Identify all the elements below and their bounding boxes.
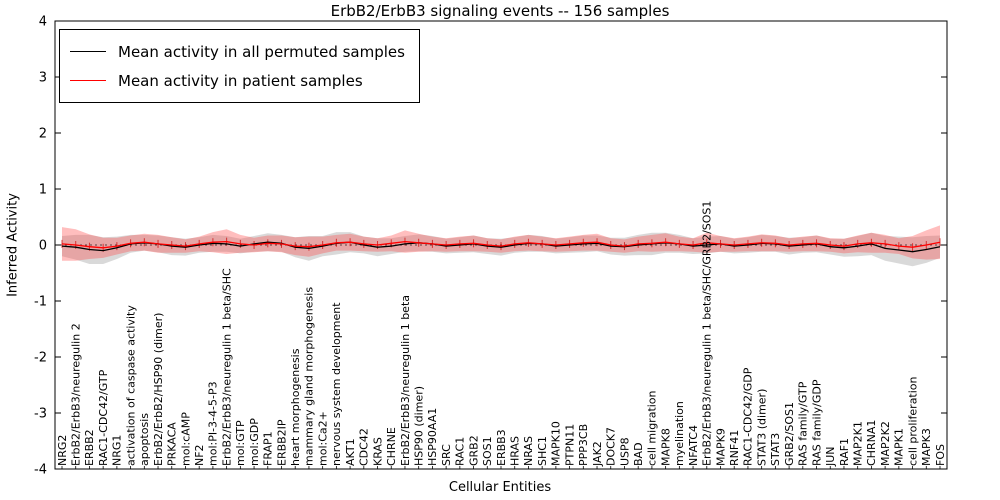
x-tick-label: heart morphogenesis [289,348,302,466]
x-tick-label: activation of caspase activity [124,305,137,466]
y-tick-label: -2 [34,351,47,366]
x-tick-label: myelination [673,401,686,466]
x-tick-label: STAT3 (dimer) [756,389,769,466]
x-tick-label: FRAP1 [262,431,275,466]
y-tick-label: 2 [39,127,47,142]
x-tick-label: MAP2K2 [879,421,892,466]
y-tick-label: -4 [34,463,47,478]
x-tick-label: mol:GDP [248,418,261,466]
x-tick-label: NRAS [522,436,535,466]
x-tick-label: KRAS [371,437,384,466]
x-tick-label: MAPK10 [550,421,563,466]
x-tick-label: RAC1-CDC42/GTP [97,369,110,466]
x-tick-label: SRC [440,444,453,466]
x-tick-label: mol:PI-3-4-5-P3 [207,381,220,466]
y-tick-label: -1 [34,295,47,310]
x-tick-label: HSP90 (dimer) [413,386,426,466]
x-tick-label: STAT3 [769,433,782,466]
x-tick-label: PTPN11 [563,424,576,466]
x-tick-label: NF2 [193,444,206,466]
x-tick-label: SOS1 [481,436,494,466]
x-tick-label: cell migration [646,390,659,466]
x-tick-label: RAC1-CDC42/GDP [742,367,755,466]
x-tick-label: ErbB2/ErbB3/neuregulin 1 beta/SHC/GRB2/S… [701,201,714,466]
x-tick-label: mol:GTP [234,420,247,466]
y-tick-label: -3 [34,407,47,422]
x-tick-label: AKT1 [344,438,357,466]
x-tick-label: MAPK3 [920,428,933,466]
x-tick-label: MAPK9 [714,428,727,466]
x-tick-label: nervous system development [330,302,343,466]
x-tick-label: RNF41 [728,430,741,466]
x-tick-label: MAP2K1 [852,421,865,466]
x-tick-label: ErbB2/ErbB3/neuregulin 1 beta [399,295,412,466]
x-tick-label: RAF1 [838,438,851,466]
x-tick-label: mol:cAMP [179,412,192,466]
x-tick-label: mol:Ca2+ [317,411,330,466]
x-tick-label: CHRNE [385,427,398,466]
x-tick-label: ErbB2/ErbB2/HSP90 (dimer) [152,313,165,466]
x-tick-label: RAS family/GTP [797,381,810,466]
x-tick-label: NRG2 [56,435,69,466]
x-tick-label: ErbB2/ErbB3/neuregulin 1 beta/SHC [220,268,233,466]
legend-entry-permuted: Mean activity in all permuted samples [70,37,405,66]
x-tick-label: apoptosis [138,413,151,466]
x-tick-label: CDC42 [358,428,371,466]
legend-label-patient: Mean activity in patient samples [118,71,363,90]
x-tick-label: MAPK8 [659,428,672,466]
x-tick-label: GRB2 [467,435,480,466]
y-tick-label: 1 [39,183,47,198]
patient-line-sample [70,80,106,81]
x-tick-label: ERBB3 [495,429,508,466]
y-tick-label: 3 [39,71,47,86]
x-tick-label: ERBB2IP [275,419,288,466]
x-tick-label: mammary gland morphogenesis [303,287,316,466]
x-tick-label: NRG1 [111,435,124,466]
x-tick-label: ErbB2/ErbB3/neuregulin 2 [70,323,83,466]
x-tick-label: FOS [934,444,947,466]
permuted-mean-line [61,241,941,253]
permuted-line-sample [70,51,106,52]
x-tick-label: NFATC4 [687,425,700,466]
x-tick-label: HSP90AA1 [426,408,439,466]
x-tick-label: GRB2/SOS1 [783,402,796,466]
y-tick-label: 4 [39,15,47,30]
x-tick-label: DOCK7 [605,427,618,466]
x-tick-label: USP8 [618,437,631,466]
x-axis-label: Cellular Entities [448,480,552,495]
chart-title: ErbB2/ErbB3 signaling events -- 156 samp… [330,2,670,20]
x-tick-label: PPP3CB [577,424,590,466]
x-tick-label: RAS family/GDP [810,379,823,466]
x-tick-label: HRAS [509,436,522,466]
x-tick-label: ERBB2 [83,429,96,466]
x-tick-label: BAD [632,442,645,466]
x-tick-label: MAPK1 [893,428,906,466]
x-tick-label: SHC1 [536,436,549,466]
legend: Mean activity in all permuted samples Me… [59,29,420,103]
x-tick-label: RAC1 [454,437,467,466]
x-tick-label: cell proliferation [906,376,919,466]
legend-label-permuted: Mean activity in all permuted samples [118,42,405,61]
y-tick-label: 0 [39,239,47,254]
x-tick-label: JUN [824,446,837,467]
x-tick-label: JAK2 [591,441,604,467]
x-tick-label: PRKACA [166,422,179,466]
legend-entry-patient: Mean activity in patient samples [70,66,405,95]
x-tick-label: CHRNA1 [865,420,878,466]
patient-mean-line [61,240,941,249]
